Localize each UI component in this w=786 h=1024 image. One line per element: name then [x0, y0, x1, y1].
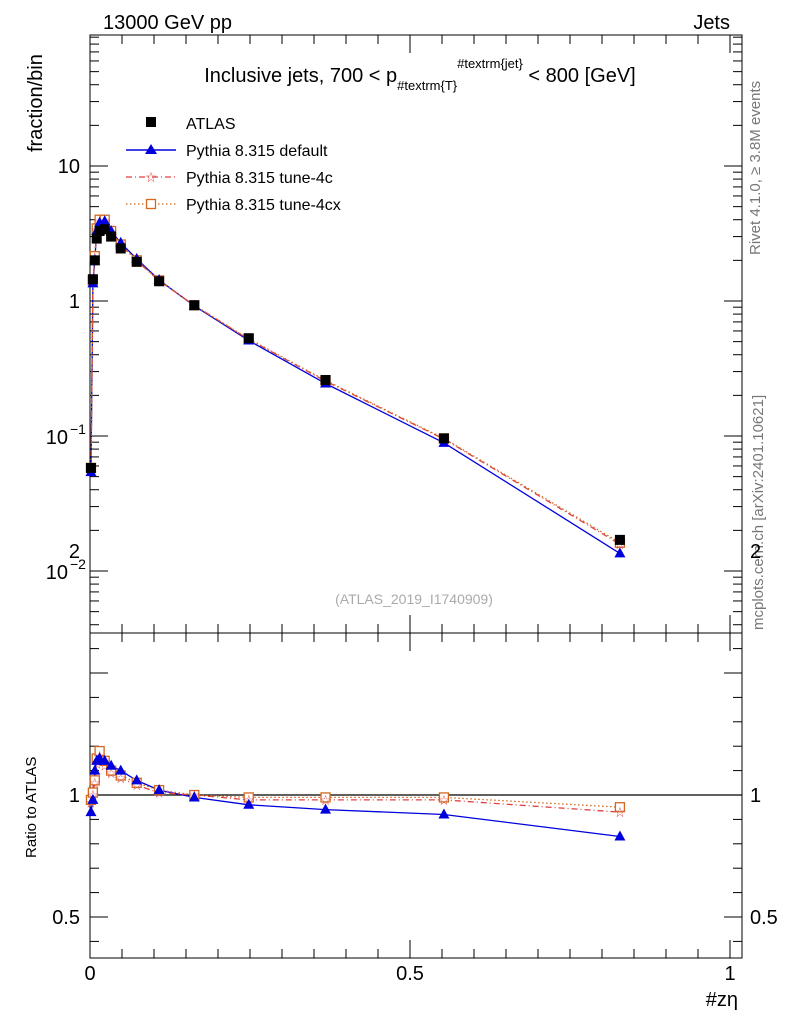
legend-item-tune4cx: Pythia 8.315 tune-4cx	[126, 197, 341, 214]
main-point-atlas	[91, 233, 102, 244]
ratio-ytick-label: 2	[69, 541, 80, 563]
legend-atlas-label: ATLAS	[186, 116, 236, 133]
legend-tune4cx-label: Pythia 8.315 tune-4cx	[186, 197, 341, 214]
legend-default-marker	[145, 144, 157, 154]
chart-title: Inclusive jets, 700 < p#textrm{T} #textrm…	[204, 56, 635, 93]
legend-tune4cx-marker	[145, 198, 157, 210]
legend: ATLAS Pythia 8.315 default ☆ Pythia 8.31…	[126, 116, 341, 214]
ratio-ytick-label: 1	[69, 785, 80, 807]
ratio-ytick-label-right: 0.5	[750, 907, 778, 929]
main-ytick-label: 1	[69, 291, 80, 313]
ratio-point-pythia-8-315-default	[614, 830, 626, 841]
x-axis-label: #zη	[706, 989, 738, 1011]
legend-item-tune4c: ☆ Pythia 8.315 tune-4c	[126, 169, 333, 187]
legend-item-atlas: ATLAS	[146, 116, 236, 133]
legend-item-default: Pythia 8.315 default	[126, 143, 328, 160]
main-ytick-exponent: −1	[70, 421, 86, 437]
y-axis-label: fraction/bin	[25, 54, 47, 152]
main-ytick-label: 10	[46, 562, 68, 584]
ratio-point-pythia-8-315-tune-4c: ☆	[319, 792, 332, 808]
main-point-atlas	[99, 224, 110, 235]
xtick-label: 1	[724, 963, 735, 985]
title-superscript: #textrm{jet}	[457, 56, 523, 71]
ratio-point-pythia-8-315-tune-4c: ☆	[438, 792, 451, 808]
ratio-point-pythia-8-315-tune-4c: ☆	[614, 804, 627, 820]
title-main: Inclusive jets, 700 < p	[204, 65, 397, 87]
legend-tune4c-label: Pythia 8.315 tune-4c	[186, 170, 333, 187]
main-point-pythia-8-315-default	[614, 547, 626, 558]
main-point-atlas	[115, 243, 126, 254]
ratio-y-axis-label: Ratio to ATLAS	[23, 757, 40, 858]
process-label: Jets	[693, 12, 730, 34]
ratio-ytick-label-right: 2	[750, 541, 761, 563]
main-ytick-exponent: −2	[70, 556, 86, 572]
xtick-label: 0	[84, 963, 95, 985]
ratio-point-pythia-8-315-tune-4cx	[89, 775, 100, 786]
xtick-label: 0.5	[396, 963, 424, 985]
ratio-ytick-label-right: 1	[750, 785, 761, 807]
ratio-point-pythia-8-315-default	[85, 806, 97, 817]
title-subscript: #textrm{T}	[397, 78, 458, 93]
legend-atlas-marker	[146, 117, 156, 127]
ratio-point-pythia-8-315-default	[99, 754, 111, 765]
main-point-pythia-8-315-default	[99, 215, 111, 226]
ratio-point-pythia-8-315-tune-4c: ☆	[89, 775, 102, 791]
main-ytick-label: 10	[58, 156, 80, 178]
main-point-atlas	[320, 374, 331, 385]
rivet-label: Rivet 4.1.0, ≥ 3.8M events	[747, 81, 764, 255]
main-point-atlas	[85, 462, 96, 473]
main-point-atlas	[89, 255, 100, 266]
ratio-point-pythia-8-315-default	[87, 793, 99, 804]
ratio-point-pythia-8-315-default	[320, 803, 332, 814]
main-point-atlas	[189, 300, 200, 311]
ratio-point-pythia-8-315-tune-4cx	[438, 792, 450, 803]
ratio-point-pythia-8-315-default	[243, 798, 255, 809]
title-tail: < 800 [GeV]	[523, 65, 636, 87]
ratio-point-pythia-8-315-tune-4cx	[614, 802, 626, 813]
main-point-atlas	[131, 256, 142, 267]
ratio-point-pythia-8-315-default	[89, 764, 101, 775]
analysis-watermark: (ATLAS_2019_I1740909)	[335, 591, 493, 607]
mcplots-label: mcplots.cern.ch [arXiv:2401.10621]	[750, 395, 767, 630]
ratio-ytick-label: 0.5	[52, 907, 80, 929]
legend-default-label: Pythia 8.315 default	[186, 143, 328, 160]
main-series-line-pythia-8-315-default	[90, 220, 621, 554]
main-ytick-label: 10	[46, 427, 68, 449]
ratio-point-pythia-8-315-default	[105, 759, 117, 770]
main-point-atlas	[106, 231, 117, 242]
main-series-line-pythia-8-315-tune-4c	[90, 220, 621, 545]
main-point-atlas	[87, 274, 98, 285]
legend-tune4c-marker: ☆	[145, 169, 158, 185]
main-point-atlas	[614, 534, 625, 545]
ratio-point-pythia-8-315-default	[115, 764, 127, 775]
ratio-point-pythia-8-315-default	[188, 791, 200, 802]
main-point-atlas	[438, 433, 449, 444]
ratio-point-pythia-8-315-default	[131, 774, 143, 785]
ratio-series-line-pythia-8-315-tune-4c	[90, 754, 620, 813]
energy-label: 13000 GeV pp	[103, 12, 232, 34]
main-point-atlas	[94, 226, 105, 237]
ratio-point-pythia-8-315-tune-4cx	[320, 792, 331, 803]
main-point-atlas	[154, 276, 165, 287]
main-point-atlas	[243, 333, 254, 344]
ratio-point-pythia-8-315-default	[153, 784, 165, 795]
ratio-point-pythia-8-315-default	[438, 808, 450, 819]
main-series-line-pythia-8-315-tune-4cx	[90, 219, 621, 544]
ratio-series-line-pythia-8-315-tune-4cx	[90, 749, 620, 808]
